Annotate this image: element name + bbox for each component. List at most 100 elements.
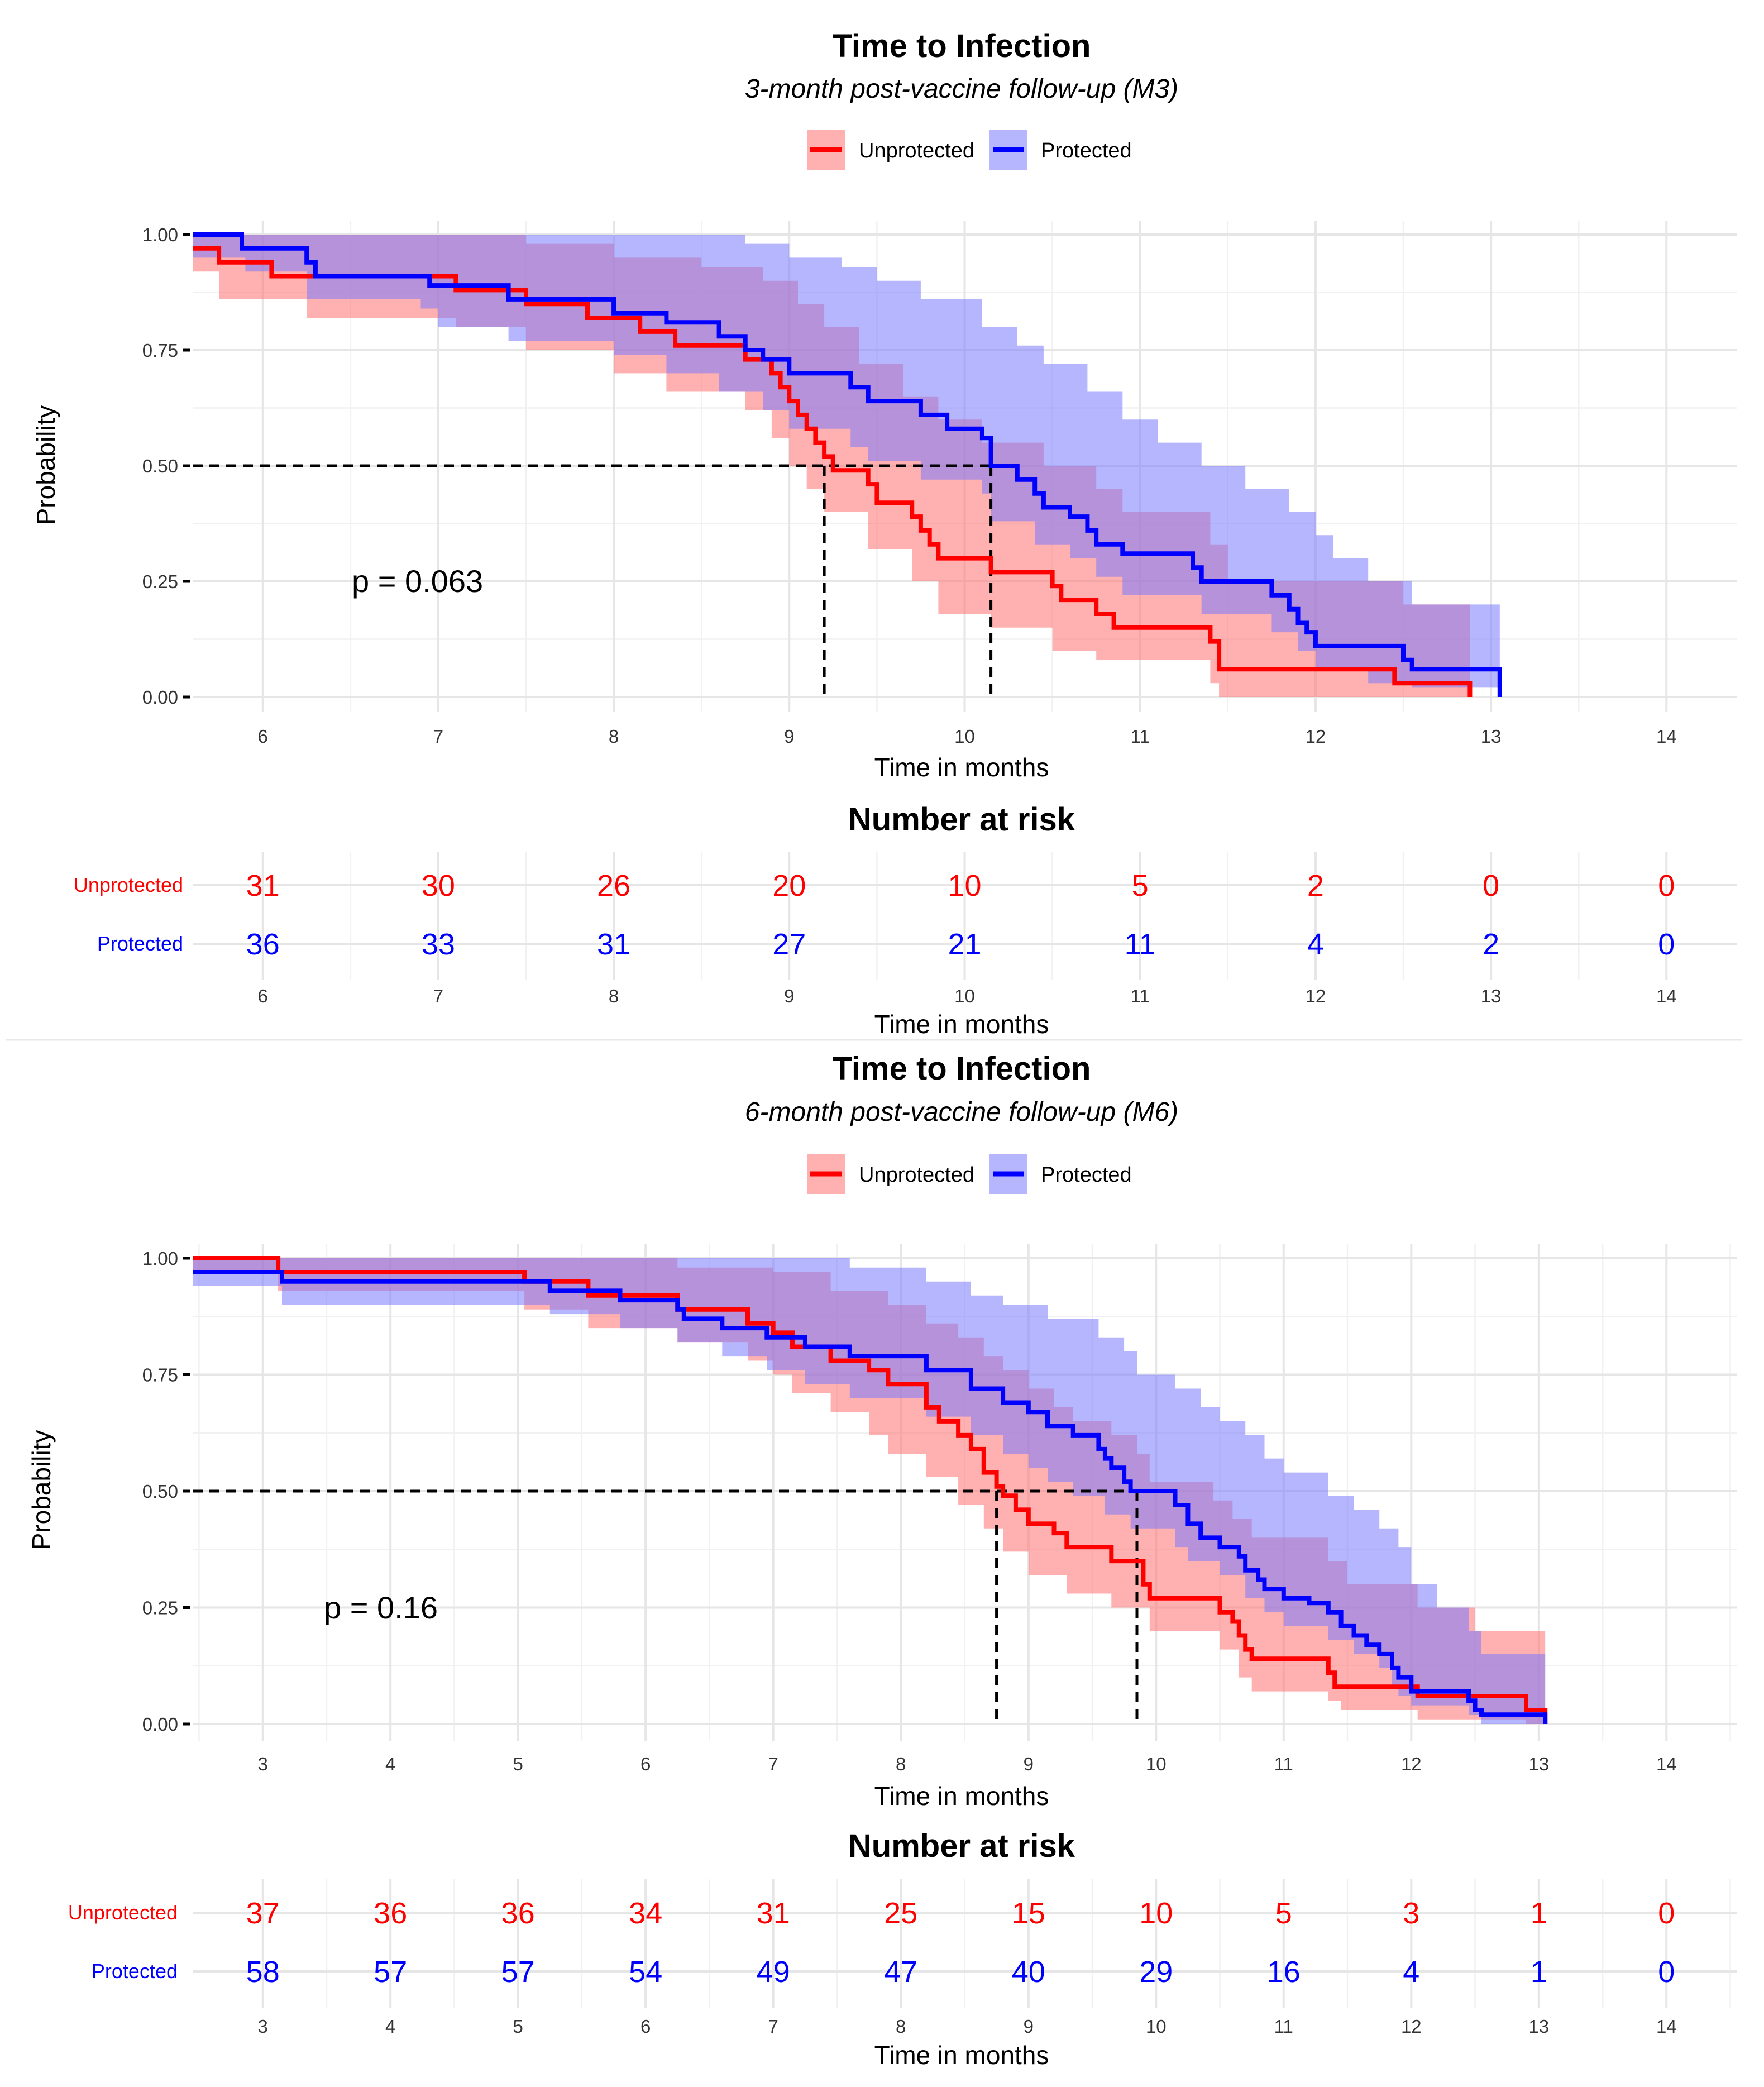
risk-count-protected: 2	[1483, 928, 1499, 961]
legend-label-unprotected: Unprotected	[859, 139, 974, 163]
x-axis-label: Time in months	[874, 1782, 1049, 1811]
x-tick-label: 5	[513, 1754, 523, 1774]
x-tick-label: 13	[1481, 726, 1502, 747]
p-value-annotation: p = 0.16	[324, 1590, 438, 1625]
risk-count-protected: 57	[501, 1955, 535, 1989]
risk-x-tick-label: 3	[258, 2016, 268, 2037]
p-value-annotation: p = 0.063	[352, 563, 483, 599]
risk-x-tick-label: 7	[768, 2016, 778, 2037]
x-tick-label: 11	[1274, 1754, 1293, 1774]
risk-count-unprotected: 37	[246, 1897, 280, 1930]
x-tick-label: 14	[1656, 726, 1677, 747]
chart-title: Time to Infection	[833, 1050, 1091, 1087]
km-plot: 3 4 5 6 7 8 9 10 11 12 13 14 0.00 0.25 0.50 0.75 1.00	[142, 1244, 1737, 1774]
x-tick-label: 9	[784, 726, 794, 747]
risk-count-unprotected: 31	[246, 869, 280, 902]
risk-count-protected: 29	[1139, 1955, 1173, 1989]
y-tick-label: 0.75	[142, 1365, 178, 1386]
legend: Unprotected Protected	[807, 1154, 1132, 1194]
risk-count-unprotected: 10	[1139, 1897, 1173, 1930]
x-tick-label: 12	[1306, 726, 1326, 747]
risk-gridlines	[193, 852, 1737, 980]
x-tick-label: 12	[1401, 1754, 1422, 1774]
risk-gridlines	[193, 1879, 1737, 2008]
risk-count-protected: 4	[1403, 1955, 1419, 1989]
risk-count-protected: 0	[1658, 928, 1675, 961]
risk-count-protected: 16	[1267, 1955, 1301, 1989]
x-tick-label: 7	[768, 1754, 778, 1774]
risk-count-unprotected: 5	[1275, 1897, 1292, 1930]
risk-x-tick-label: 11	[1131, 986, 1150, 1006]
risk-x-tick-label: 8	[896, 2016, 906, 2037]
risk-count-protected: 36	[246, 928, 280, 961]
risk-count-unprotected: 0	[1658, 869, 1675, 902]
x-tick-label: 11	[1131, 726, 1150, 747]
risk-count-unprotected: 10	[948, 869, 981, 902]
ci-band-unprotected	[193, 1258, 1546, 1724]
risk-x-tick-label: 10	[1146, 2016, 1167, 2037]
risk-table-title: Number at risk	[848, 1828, 1075, 1864]
risk-row-label-protected: Protected	[92, 1960, 178, 1983]
risk-count-unprotected: 0	[1658, 1897, 1675, 1930]
x-tick-label: 8	[609, 726, 619, 747]
chart-title: Time to Infection	[833, 28, 1091, 64]
risk-x-tick-label: 9	[784, 986, 794, 1006]
km-plot: 6 7 8 9 10 11 12 13 14 0.00 0.25 0.50 0.75 1.00	[142, 221, 1737, 747]
x-tick-label: 6	[640, 1754, 651, 1774]
risk-count-protected: 58	[246, 1955, 280, 1989]
risk-count-protected: 40	[1012, 1955, 1045, 1989]
risk-count-unprotected: 2	[1307, 869, 1324, 902]
ci-band-protected	[193, 235, 1500, 697]
x-tick-label: 3	[258, 1754, 268, 1774]
risk-count-unprotected: 20	[772, 869, 806, 902]
risk-x-tick-label: 11	[1274, 2016, 1293, 2037]
risk-x-tick-label: 9	[1024, 2016, 1034, 2037]
risk-x-axis-label: Time in months	[874, 1010, 1049, 1039]
x-tick-label: 9	[1024, 1754, 1034, 1774]
x-tick-label: 4	[385, 1754, 395, 1774]
chart-subtitle: 3-month post-vaccine follow-up (M3)	[745, 74, 1178, 104]
risk-x-tick-label: 14	[1656, 2016, 1677, 2037]
chart-subtitle: 6-month post-vaccine follow-up (M6)	[745, 1097, 1178, 1127]
risk-count-unprotected: 5	[1132, 869, 1149, 902]
risk-count-unprotected: 34	[629, 1897, 662, 1930]
risk-x-tick-label: 13	[1528, 2016, 1549, 2037]
risk-count-unprotected: 0	[1483, 869, 1499, 902]
risk-count-protected: 49	[757, 1955, 790, 1989]
risk-row-label-protected: Protected	[97, 932, 183, 955]
y-tick-label: 0.75	[142, 340, 178, 361]
risk-x-tick-label: 10	[954, 986, 975, 1006]
risk-count-protected: 54	[629, 1955, 662, 1989]
x-tick-label: 7	[433, 726, 443, 747]
legend-label-protected: Protected	[1041, 1163, 1132, 1187]
x-tick-label: 13	[1528, 1754, 1549, 1774]
legend-label-protected: Protected	[1041, 139, 1132, 163]
x-axis-label: Time in months	[874, 753, 1049, 782]
x-tick-label: 10	[1146, 1754, 1167, 1774]
y-tick-label: 1.00	[142, 225, 178, 245]
risk-count-unprotected: 15	[1012, 1897, 1045, 1930]
x-tick-label: 14	[1656, 1754, 1677, 1774]
risk-count-protected: 47	[884, 1955, 917, 1989]
risk-x-tick-label: 12	[1306, 986, 1326, 1006]
legend-label-unprotected: Unprotected	[859, 1163, 974, 1187]
risk-x-tick-label: 14	[1656, 986, 1677, 1006]
y-axis-label: Probability	[31, 405, 60, 526]
risk-count-protected: 21	[948, 928, 981, 961]
risk-x-tick-label: 8	[609, 986, 619, 1006]
risk-count-unprotected: 1	[1531, 1897, 1547, 1930]
y-tick-label: 0.50	[142, 1481, 178, 1502]
risk-count-unprotected: 26	[597, 869, 630, 902]
risk-count-protected: 33	[422, 928, 455, 961]
x-tick-label: 10	[954, 726, 975, 747]
risk-x-tick-label: 12	[1401, 2016, 1422, 2037]
risk-x-tick-label: 6	[640, 2016, 651, 2037]
risk-count-protected: 4	[1307, 928, 1324, 961]
risk-count-unprotected: 31	[757, 1897, 790, 1930]
risk-x-tick-label: 5	[513, 2016, 523, 2037]
risk-count-protected: 1	[1531, 1955, 1547, 1989]
risk-row-label-unprotected: Unprotected	[68, 1901, 178, 1924]
